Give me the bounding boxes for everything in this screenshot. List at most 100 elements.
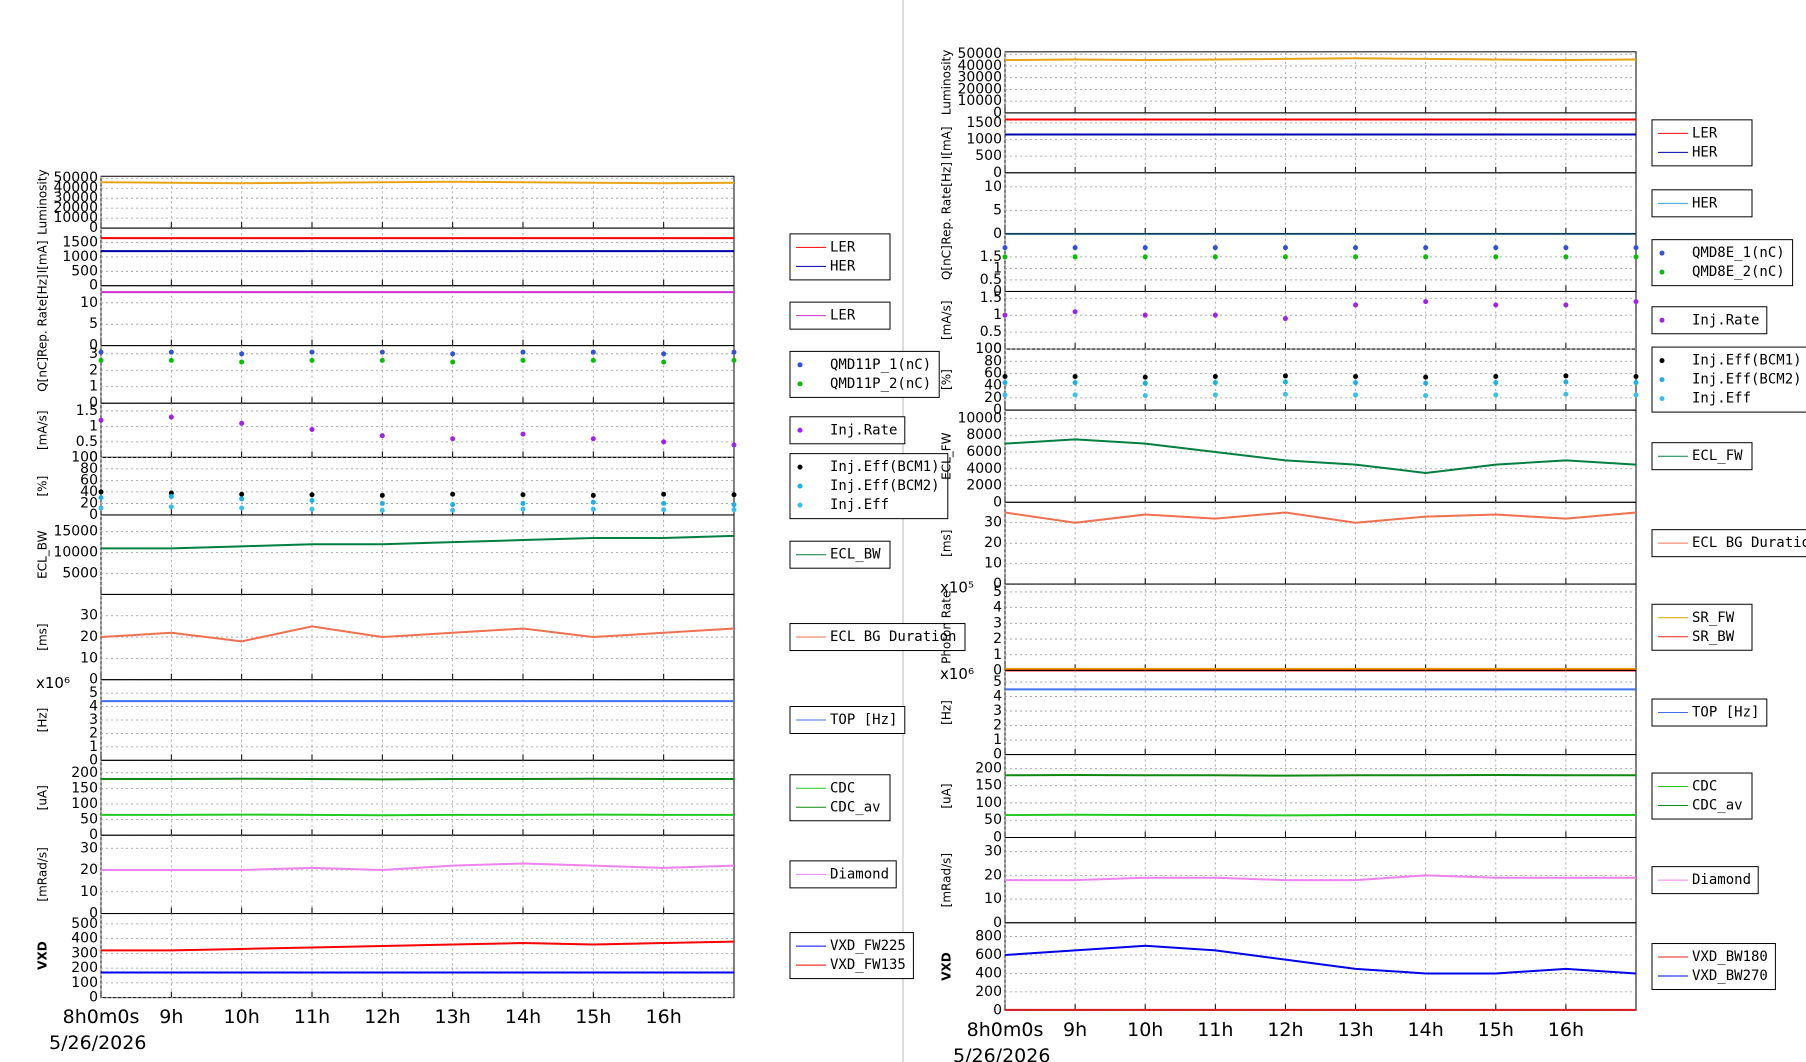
data-point bbox=[520, 506, 526, 512]
y-axis-label: [uA] bbox=[36, 785, 50, 810]
y-axis-label: [Hz] bbox=[36, 708, 50, 733]
y-tick-label: 0 bbox=[993, 283, 1002, 299]
date-label: 5/26/2026 bbox=[953, 1045, 1050, 1062]
legend-label: Inj.Eff(BCM1) bbox=[1692, 353, 1802, 369]
y-tick-label: 0.5 bbox=[76, 434, 98, 450]
legend-label: ECL_BW bbox=[830, 547, 881, 563]
data-point bbox=[98, 357, 104, 363]
y-tick-label: 0 bbox=[993, 341, 1002, 357]
y-tick-label: 0 bbox=[89, 278, 98, 294]
y-tick-label: 2 bbox=[993, 718, 1002, 734]
y-axis-label: [uA] bbox=[940, 783, 954, 808]
data-point bbox=[1142, 312, 1148, 318]
data-point bbox=[1353, 380, 1359, 386]
data-point bbox=[168, 349, 174, 355]
legend-marker bbox=[1659, 317, 1665, 323]
y-tick-label: 10000 bbox=[957, 93, 1002, 109]
y-tick-label: 10000 bbox=[957, 410, 1002, 426]
y-tick-label: 0 bbox=[89, 827, 98, 843]
y-tick-label: 4 bbox=[89, 699, 98, 715]
legend-label: QMD11P_1(nC) bbox=[830, 357, 931, 373]
series-line bbox=[101, 777, 734, 781]
x-tick-label: 10h bbox=[224, 1006, 260, 1028]
y-tick-label: 200 bbox=[71, 960, 98, 976]
y-tick-label: 200 bbox=[975, 984, 1002, 1000]
data-point bbox=[168, 357, 174, 363]
y-tick-label: 1 bbox=[89, 418, 98, 434]
data-point bbox=[661, 359, 667, 365]
data-point bbox=[1493, 374, 1499, 380]
plot-frame bbox=[1004, 290, 1637, 350]
data-point bbox=[1493, 302, 1499, 308]
y-tick-label: 0 bbox=[89, 395, 98, 411]
series-line bbox=[1004, 773, 1636, 777]
y-tick-label: 100 bbox=[975, 341, 1002, 357]
y-tick-label: 2000 bbox=[966, 478, 1002, 494]
y-tick-label: 6000 bbox=[966, 444, 1002, 460]
y-axis-label: Q[nC] bbox=[36, 357, 50, 392]
legend-label: SR_FW bbox=[1692, 610, 1735, 626]
legend-label: Inj.Eff(BCM2) bbox=[1692, 372, 1802, 388]
data-point bbox=[1072, 309, 1078, 315]
y-tick-label: 30 bbox=[80, 608, 98, 624]
legend-marker bbox=[797, 483, 803, 489]
legend-label: LER bbox=[830, 308, 856, 324]
data-point bbox=[1282, 245, 1288, 251]
y-tick-label: 0 bbox=[993, 915, 1002, 931]
data-point bbox=[168, 494, 174, 500]
y-tick-label: 200 bbox=[71, 765, 98, 781]
legend-box bbox=[789, 233, 891, 281]
data-point bbox=[309, 426, 315, 432]
x-tick-label: 14h bbox=[505, 1006, 541, 1028]
data-point bbox=[98, 505, 104, 511]
data-point bbox=[239, 505, 245, 511]
y-tick-label: 30 bbox=[80, 840, 98, 856]
data-point bbox=[309, 506, 315, 512]
y-tick-label: 2 bbox=[993, 631, 1002, 647]
data-point bbox=[450, 359, 456, 365]
y-tick-label: 1000 bbox=[966, 132, 1002, 148]
x-tick-label: 11h bbox=[294, 1006, 330, 1028]
y-tick-label: 0.5 bbox=[980, 324, 1002, 340]
plot-frame bbox=[1004, 583, 1637, 671]
legend-marker bbox=[797, 427, 803, 433]
y-tick-label: 50 bbox=[80, 812, 98, 828]
data-point bbox=[731, 357, 737, 363]
y-axis-label: [%] bbox=[940, 369, 954, 390]
y-tick-label: 150 bbox=[975, 778, 1002, 794]
legend-box bbox=[789, 932, 914, 980]
x-tick-label: 9h bbox=[1063, 1019, 1087, 1041]
y-tick-label: 0 bbox=[993, 165, 1002, 181]
data-point bbox=[1493, 254, 1499, 260]
legend-label: HER bbox=[830, 258, 856, 274]
data-point bbox=[450, 502, 456, 508]
data-point bbox=[661, 439, 667, 445]
y-tick-label: 0 bbox=[89, 507, 98, 523]
y-tick-label: 1.5 bbox=[980, 249, 1002, 265]
y-tick-label: 8000 bbox=[966, 427, 1002, 443]
y-axis-label: [mA/s] bbox=[36, 410, 50, 450]
plot-frame bbox=[100, 285, 735, 347]
y-axis-label: Luminosity bbox=[36, 169, 50, 234]
legend-label: SR_BW bbox=[1692, 629, 1735, 645]
data-point bbox=[1353, 245, 1359, 251]
data-point bbox=[1493, 245, 1499, 251]
series-line bbox=[1004, 511, 1637, 524]
data-point bbox=[98, 417, 104, 423]
legend-label: LER bbox=[1692, 125, 1718, 141]
series-line bbox=[1004, 944, 1637, 975]
y-tick-label: 5 bbox=[89, 316, 98, 332]
legend-label: CDC_av bbox=[830, 799, 881, 815]
y-tick-label: 80 bbox=[80, 461, 98, 477]
y-tick-label: 30000 bbox=[53, 190, 98, 206]
y-tick-label: 20 bbox=[984, 867, 1002, 883]
y-tick-label: 10 bbox=[984, 891, 1002, 907]
x-tick-label: 16h bbox=[1548, 1019, 1584, 1041]
y-tick-label: 500 bbox=[975, 148, 1002, 164]
y-tick-label: 4 bbox=[993, 600, 1002, 616]
y-tick-label: 50 bbox=[984, 812, 1002, 828]
y-tick-label: 400 bbox=[975, 965, 1002, 981]
y-tick-label: 0 bbox=[89, 990, 98, 1006]
data-point bbox=[1563, 379, 1569, 385]
